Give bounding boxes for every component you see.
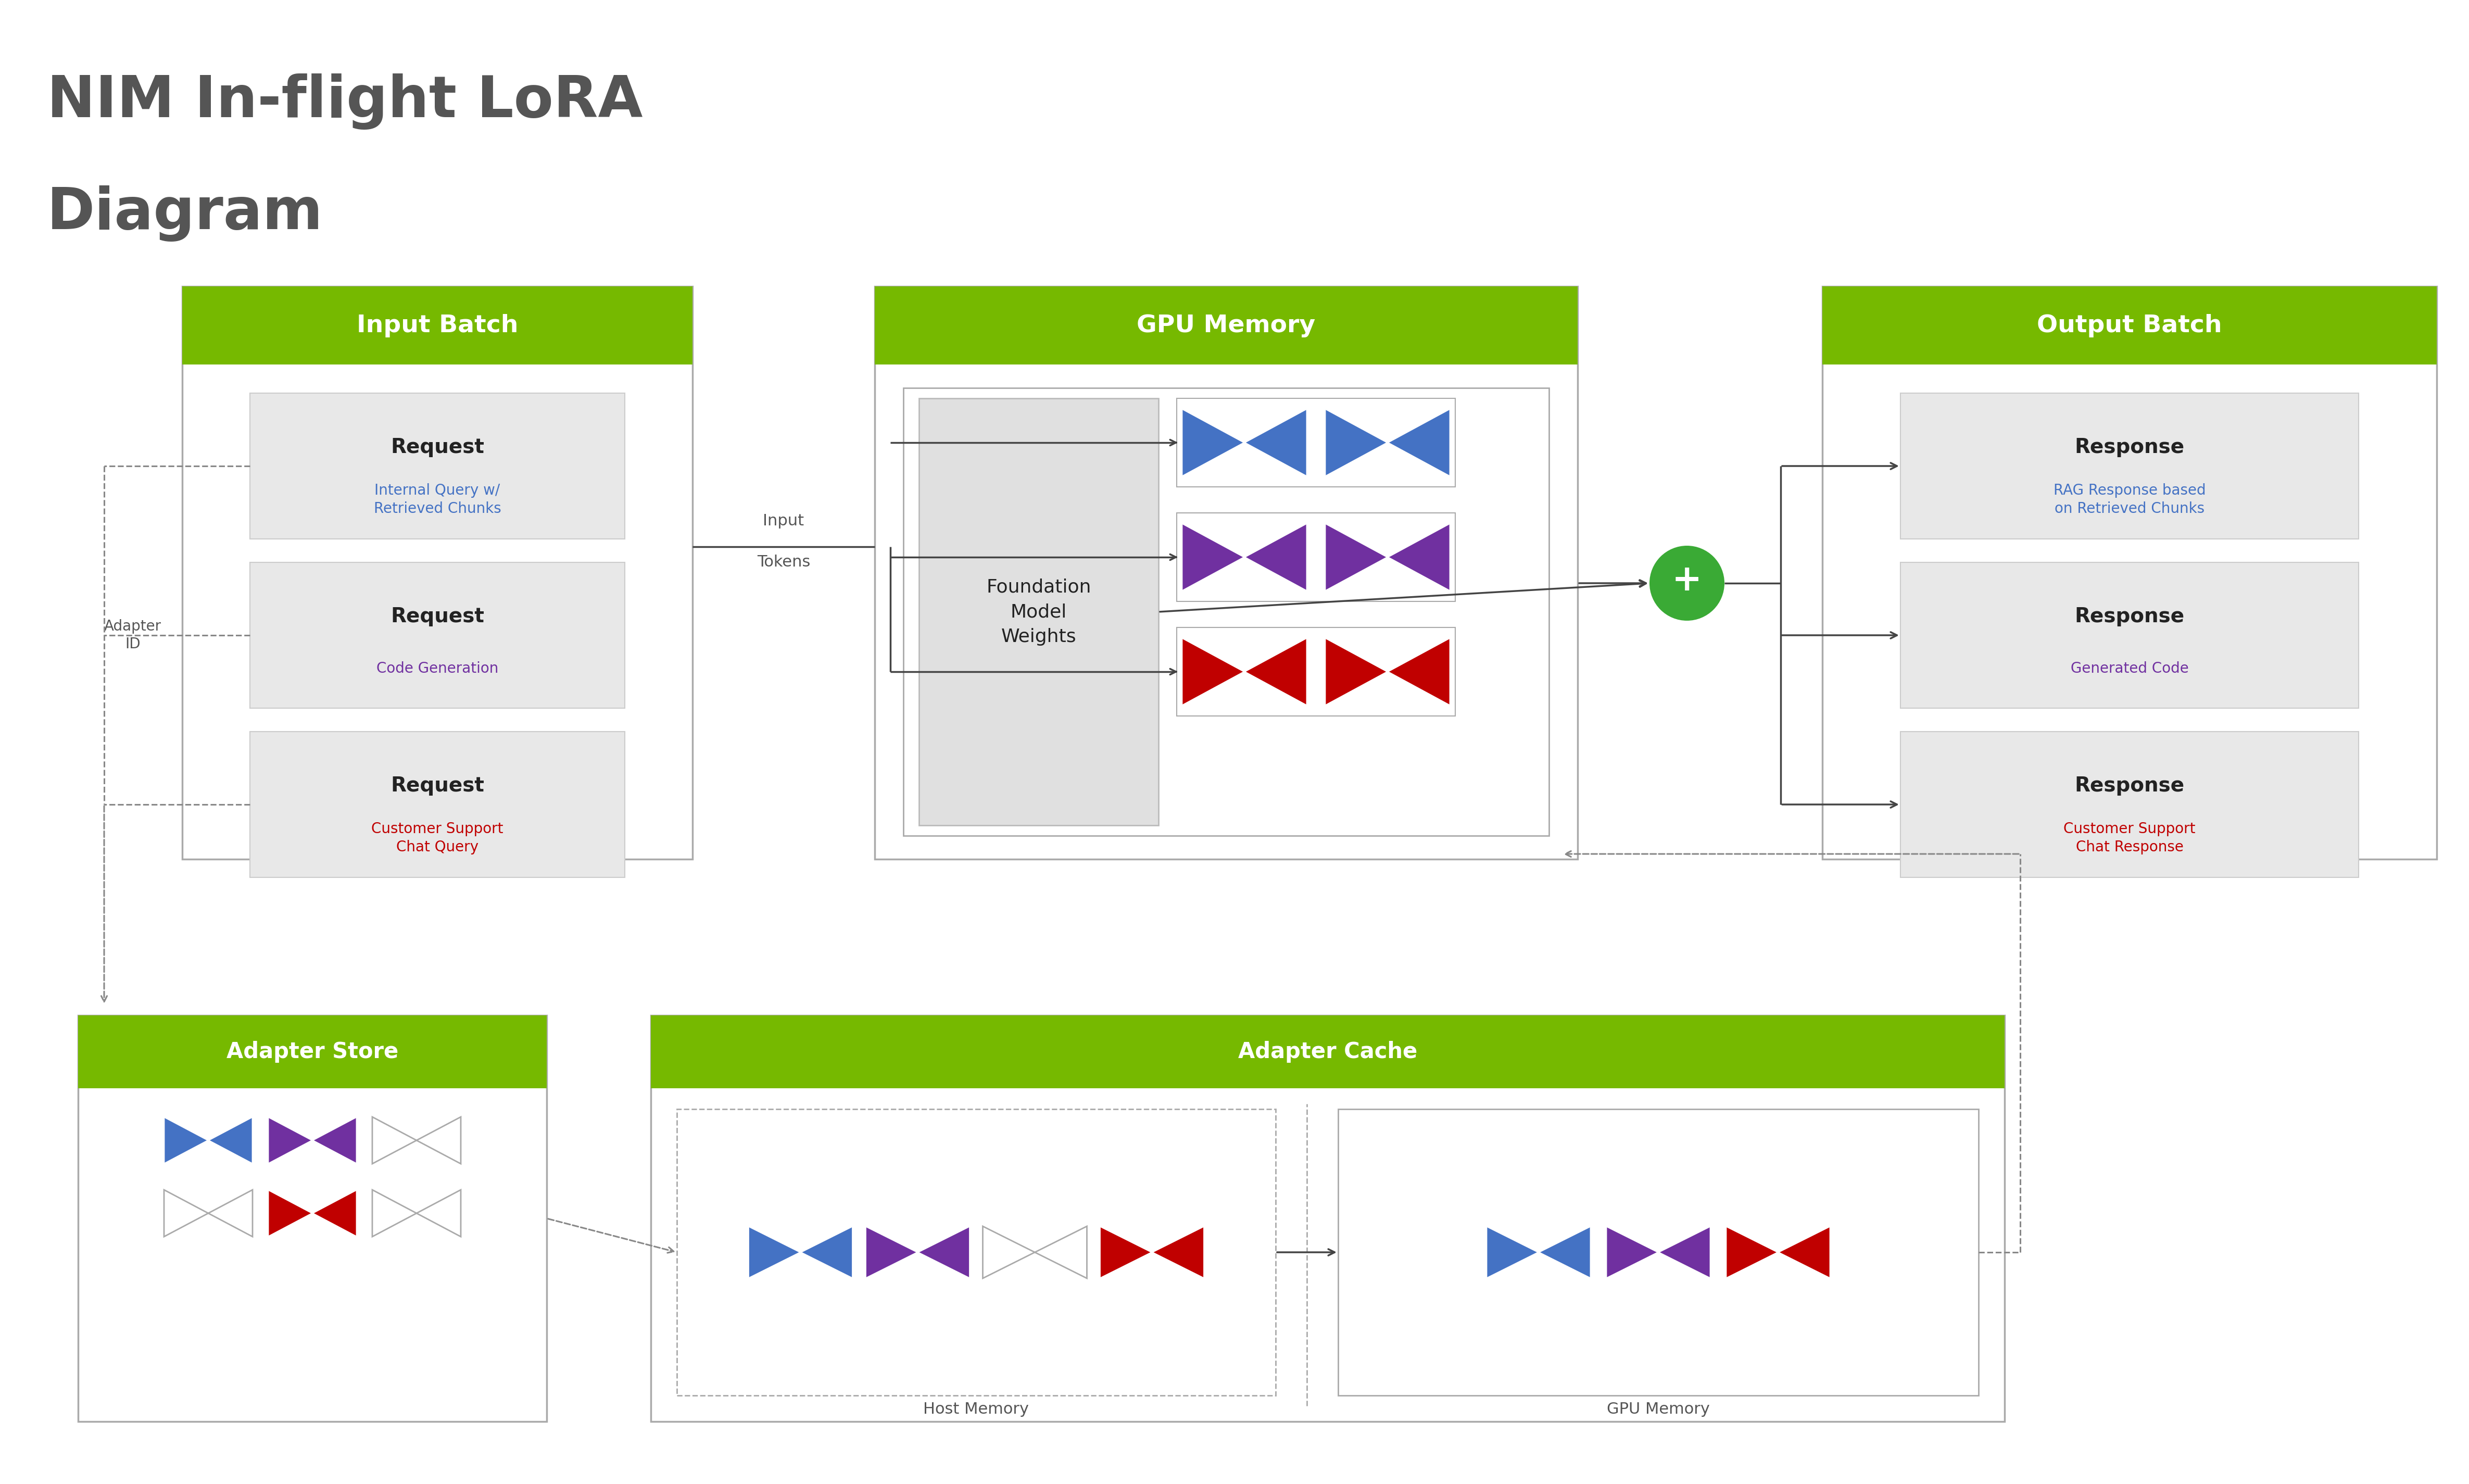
Text: Foundation
Model
Weights: Foundation Model Weights xyxy=(985,579,1091,646)
FancyBboxPatch shape xyxy=(249,732,625,877)
FancyBboxPatch shape xyxy=(1901,732,2358,877)
FancyArrowPatch shape xyxy=(1160,580,1647,611)
Polygon shape xyxy=(1388,638,1449,705)
Text: Internal Query w/
Retrieved Chunks: Internal Query w/ Retrieved Chunks xyxy=(373,484,501,516)
FancyArrowPatch shape xyxy=(1170,554,1175,559)
FancyArrowPatch shape xyxy=(1276,1250,1336,1255)
Polygon shape xyxy=(1183,524,1244,591)
Text: Host Memory: Host Memory xyxy=(923,1402,1030,1417)
FancyArrowPatch shape xyxy=(1783,801,1896,807)
Text: Output Batch: Output Batch xyxy=(2037,313,2222,337)
Text: Diagram: Diagram xyxy=(47,186,323,242)
FancyBboxPatch shape xyxy=(1338,1109,1978,1395)
FancyBboxPatch shape xyxy=(79,1015,546,1088)
Polygon shape xyxy=(1778,1226,1830,1278)
FancyArrowPatch shape xyxy=(1580,580,1647,586)
Text: GPU Memory: GPU Memory xyxy=(1607,1402,1711,1417)
Text: Input Batch: Input Batch xyxy=(356,313,518,337)
FancyBboxPatch shape xyxy=(652,1015,2005,1422)
Circle shape xyxy=(1649,546,1723,620)
Polygon shape xyxy=(918,1226,970,1278)
FancyBboxPatch shape xyxy=(1901,562,2358,708)
FancyBboxPatch shape xyxy=(249,562,625,708)
Polygon shape xyxy=(1486,1226,1538,1278)
Polygon shape xyxy=(867,1226,918,1278)
Polygon shape xyxy=(1244,638,1306,705)
Text: Request: Request xyxy=(390,607,484,626)
Polygon shape xyxy=(269,1190,314,1236)
Text: +: + xyxy=(1672,562,1701,598)
FancyBboxPatch shape xyxy=(904,387,1548,835)
Polygon shape xyxy=(314,1190,356,1236)
Text: RAG Response based
on Retrieved Chunks: RAG Response based on Retrieved Chunks xyxy=(2054,484,2205,516)
FancyBboxPatch shape xyxy=(1822,286,2437,365)
Text: NIM In-flight LoRA: NIM In-flight LoRA xyxy=(47,73,642,129)
FancyBboxPatch shape xyxy=(183,286,691,859)
Polygon shape xyxy=(373,1117,417,1163)
Text: Tokens: Tokens xyxy=(758,555,810,570)
Polygon shape xyxy=(417,1117,462,1163)
Polygon shape xyxy=(314,1117,356,1163)
Text: Code Generation: Code Generation xyxy=(375,662,499,677)
FancyBboxPatch shape xyxy=(1901,393,2358,539)
Polygon shape xyxy=(1726,1226,1778,1278)
Text: Response: Response xyxy=(2074,607,2185,626)
Polygon shape xyxy=(748,1226,800,1278)
FancyArrowPatch shape xyxy=(548,1218,674,1252)
FancyBboxPatch shape xyxy=(249,393,625,539)
Text: Request: Request xyxy=(390,776,484,795)
Polygon shape xyxy=(269,1117,314,1163)
Polygon shape xyxy=(207,1117,252,1163)
FancyBboxPatch shape xyxy=(874,286,1578,365)
Polygon shape xyxy=(1153,1226,1205,1278)
Polygon shape xyxy=(800,1226,852,1278)
FancyBboxPatch shape xyxy=(652,1015,2005,1088)
Polygon shape xyxy=(163,1190,207,1236)
FancyArrowPatch shape xyxy=(1565,850,2020,856)
Text: Response: Response xyxy=(2074,776,2185,795)
Polygon shape xyxy=(1099,1226,1153,1278)
FancyBboxPatch shape xyxy=(79,1015,546,1422)
Text: Adapter
ID: Adapter ID xyxy=(104,619,160,651)
Polygon shape xyxy=(1388,524,1449,591)
Text: Adapter Store: Adapter Store xyxy=(227,1040,398,1063)
Polygon shape xyxy=(983,1226,1035,1278)
Text: Response: Response xyxy=(2074,438,2185,457)
Text: Input: Input xyxy=(763,513,805,528)
Polygon shape xyxy=(1538,1226,1590,1278)
Text: Request: Request xyxy=(390,438,484,457)
Text: GPU Memory: GPU Memory xyxy=(1136,313,1316,337)
FancyBboxPatch shape xyxy=(1822,286,2437,859)
FancyArrowPatch shape xyxy=(1783,632,1896,638)
Polygon shape xyxy=(1244,408,1306,476)
FancyBboxPatch shape xyxy=(874,286,1578,859)
Polygon shape xyxy=(1659,1226,1711,1278)
Polygon shape xyxy=(163,1117,207,1163)
Polygon shape xyxy=(1183,638,1244,705)
Polygon shape xyxy=(417,1190,462,1236)
Text: Customer Support
Chat Response: Customer Support Chat Response xyxy=(2064,822,2195,855)
FancyArrowPatch shape xyxy=(101,806,106,1002)
FancyArrowPatch shape xyxy=(1783,463,1896,469)
Polygon shape xyxy=(1326,638,1388,705)
Text: Customer Support
Chat Query: Customer Support Chat Query xyxy=(370,822,504,855)
Polygon shape xyxy=(373,1190,417,1236)
Polygon shape xyxy=(1244,524,1306,591)
Text: Adapter Cache: Adapter Cache xyxy=(1237,1040,1417,1063)
Polygon shape xyxy=(1326,524,1388,591)
Polygon shape xyxy=(1035,1226,1086,1278)
Polygon shape xyxy=(207,1190,252,1236)
Polygon shape xyxy=(1388,408,1449,476)
Polygon shape xyxy=(1326,408,1388,476)
FancyArrowPatch shape xyxy=(1170,439,1175,445)
Polygon shape xyxy=(1607,1226,1659,1278)
FancyBboxPatch shape xyxy=(183,286,691,365)
Text: Generated Code: Generated Code xyxy=(2071,662,2188,677)
FancyBboxPatch shape xyxy=(677,1109,1276,1395)
FancyArrowPatch shape xyxy=(1170,669,1175,675)
Polygon shape xyxy=(1183,408,1244,476)
FancyBboxPatch shape xyxy=(918,398,1158,825)
